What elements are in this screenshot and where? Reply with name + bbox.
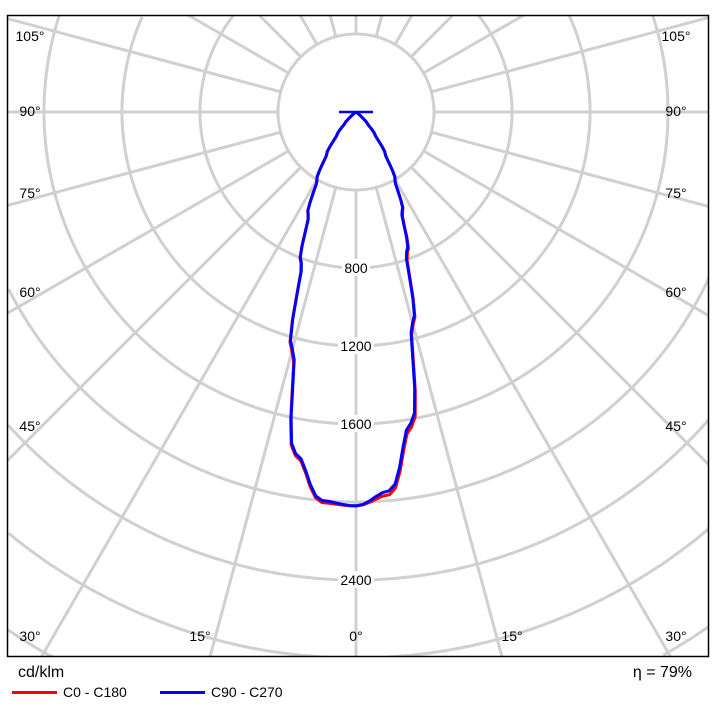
legend-label: C0 - C180 — [63, 684, 127, 700]
radial-tick-label: 2400 — [340, 572, 371, 588]
legend-label: C90 - C270 — [211, 684, 283, 700]
angle-label-left: 75° — [19, 185, 40, 201]
legend-swatch-blue — [160, 690, 205, 694]
grid-circle — [120, 16, 592, 348]
angle-label-left: 90° — [19, 103, 40, 119]
grid-circle — [8, 418, 708, 582]
grid-spoke — [410, 166, 708, 467]
grid-spoke — [422, 16, 525, 75]
grid-circle — [8, 276, 708, 504]
grid-circle — [8, 625, 708, 656]
angle-label-right: 15° — [501, 628, 522, 644]
radial-tick-label: 800 — [344, 260, 368, 276]
grid-spoke — [8, 166, 302, 463]
grid-spoke — [374, 16, 384, 38]
legend-item-c0: C0 - C180 — [12, 684, 127, 700]
unit-label: cd/klm — [18, 664, 65, 681]
radial-label-bg — [338, 415, 374, 432]
grid-spoke — [410, 16, 455, 58]
angle-label-right: 75° — [665, 185, 686, 201]
grid-spoke — [328, 16, 338, 38]
radial-tick-label: 1200 — [340, 338, 371, 354]
grid-spoke — [8, 149, 290, 315]
angle-label-right: 60° — [665, 284, 686, 300]
angle-label-left: 15° — [189, 628, 210, 644]
radial-label-bg — [342, 259, 370, 276]
angle-label-right: 105° — [662, 28, 691, 44]
grid-circle — [276, 32, 436, 192]
grid-spoke — [208, 186, 338, 656]
grid-spoke — [393, 178, 672, 656]
series-c90-c270-curve — [289, 110, 417, 508]
grid-spoke — [40, 178, 319, 656]
grid-spoke — [298, 16, 319, 46]
grid-spoke — [257, 16, 302, 58]
legend-swatch-red — [12, 690, 57, 694]
angle-label-right: 90° — [665, 103, 686, 119]
angle-label-left: 105° — [16, 28, 45, 44]
grid-spoke — [374, 186, 504, 656]
radial-label-bg — [338, 571, 374, 588]
grid-spoke — [430, 16, 708, 94]
radial-tick-label: 1600 — [340, 416, 371, 432]
radial-label-bg — [338, 337, 374, 354]
angle-label-left: 45° — [19, 418, 40, 434]
series-c0-c180-curve — [288, 110, 417, 508]
grid-circle — [8, 526, 708, 656]
angle-label-right: 30° — [665, 628, 686, 644]
grid-spoke — [393, 16, 414, 46]
grid-spoke — [430, 130, 708, 208]
angle-label-right: 45° — [665, 418, 686, 434]
angle-label-center: 0° — [349, 628, 362, 644]
legend-item-c90: C90 - C270 — [160, 684, 283, 700]
grid-spoke — [422, 149, 708, 317]
grid-circle — [42, 16, 670, 426]
efficiency-label: η = 79% — [632, 664, 692, 681]
chart-frame — [6, 14, 710, 658]
grid-spoke — [8, 130, 282, 207]
grid-spoke — [187, 16, 290, 75]
angle-label-left: 30° — [19, 628, 40, 644]
angle-label-left: 60° — [19, 284, 40, 300]
grid-spoke — [8, 17, 282, 94]
